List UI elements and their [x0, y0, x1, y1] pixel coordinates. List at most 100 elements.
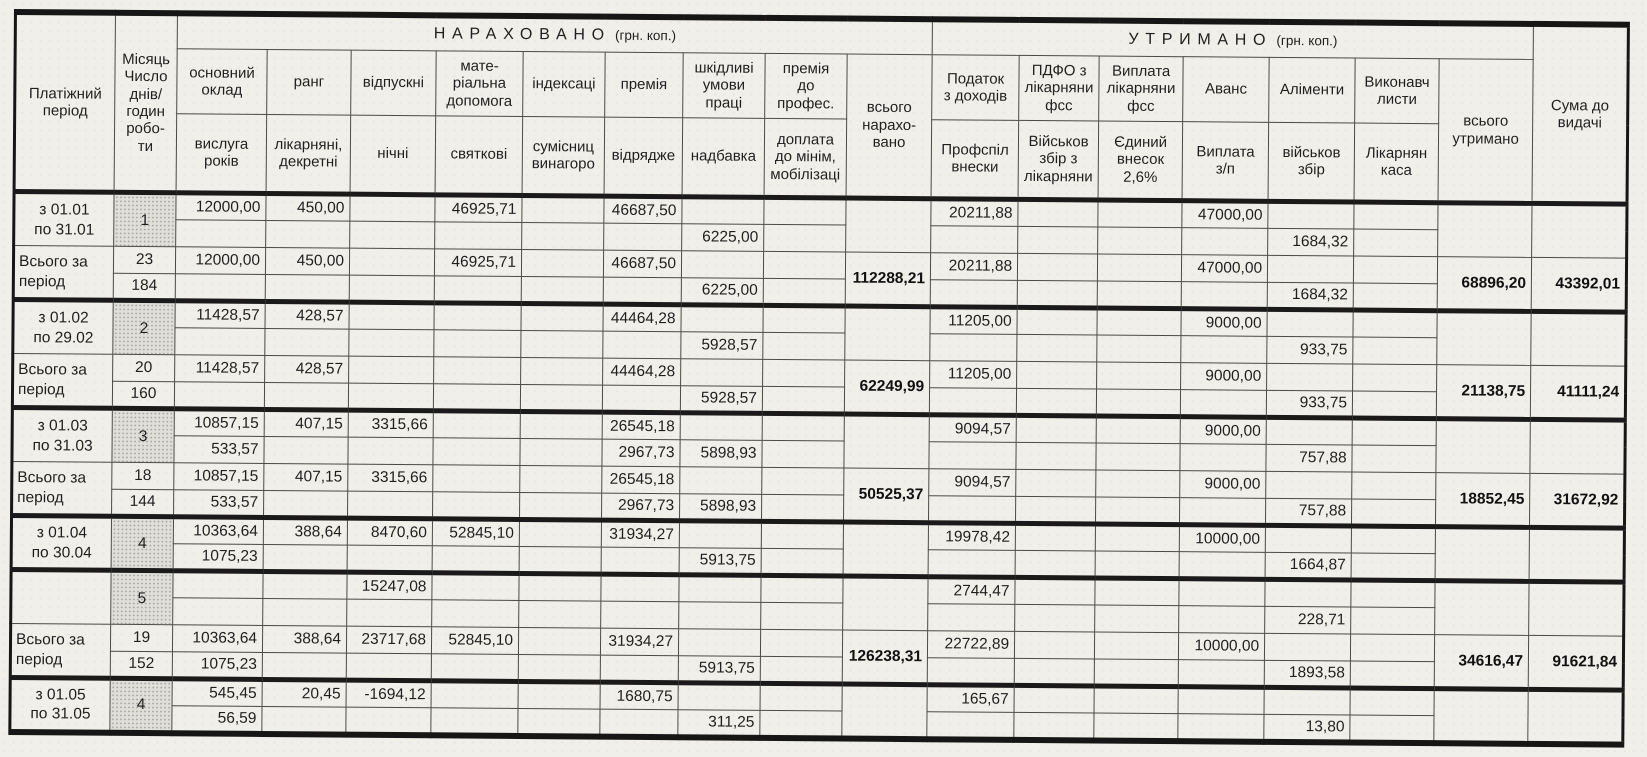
- value-cell: 9094,57: [928, 468, 1017, 497]
- value-cell: 533,57: [173, 435, 265, 464]
- value-cell: 9000,00: [1181, 308, 1268, 337]
- days-cell: 23: [113, 246, 176, 274]
- value-cell: 5913,75: [678, 655, 761, 684]
- value-cell: 11205,00: [929, 360, 1017, 389]
- value-cell: 407,15: [264, 409, 349, 438]
- value-cell: [1093, 713, 1179, 741]
- col-header-withheld-total: всього утримано: [1438, 58, 1534, 204]
- col-header-period: Платіжний період: [14, 12, 116, 193]
- withheld-total-cell: 21138,75: [1436, 364, 1531, 420]
- value-cell: [1264, 579, 1352, 608]
- value-cell: [520, 384, 603, 413]
- withheld-total-cell: 34616,47: [1434, 634, 1529, 690]
- value-cell: [519, 519, 602, 548]
- value-cell: [1266, 417, 1353, 446]
- accrued-total-cell: [841, 684, 928, 739]
- value-cell: [519, 546, 602, 575]
- value-cell: [763, 278, 846, 307]
- payout-cell: [1530, 311, 1627, 367]
- value-cell: [521, 195, 605, 224]
- col-header-alimony: Аліменти: [1268, 57, 1356, 124]
- value-cell: [347, 437, 434, 465]
- col-header-seniority: вислуга років: [176, 113, 267, 194]
- value-cell: 388,64: [263, 517, 348, 546]
- value-cell: [1267, 309, 1354, 338]
- value-cell: [762, 359, 845, 388]
- col-header-base-salary: основний оклад: [176, 48, 268, 115]
- value-cell: [928, 495, 1016, 524]
- period-cell: з 01.05 по 31.05: [9, 677, 111, 733]
- value-cell: 5928,57: [680, 331, 763, 360]
- value-cell: 10857,15: [173, 462, 264, 491]
- payroll-table: Платіжний період Місяць Число днів/ годи…: [8, 9, 1631, 748]
- value-cell: 3315,66: [347, 464, 433, 492]
- value-cell: [518, 573, 602, 602]
- col-header-accrued-total: всього нарахо- вано: [846, 54, 933, 199]
- col-header-material-aid: мате- ріальна допомога: [435, 50, 524, 117]
- accrued-total-cell: [843, 414, 930, 469]
- col-header-hospital-fund: Лікарнян каса: [1354, 123, 1439, 203]
- value-cell: [434, 275, 522, 304]
- value-cell: [1014, 631, 1095, 660]
- value-cell: [517, 708, 601, 737]
- value-cell: 10857,15: [174, 408, 265, 437]
- accrued-total-cell: 50525,37: [843, 468, 930, 523]
- value-cell: [927, 603, 1015, 632]
- value-cell: [762, 413, 845, 442]
- value-cell: [520, 411, 603, 440]
- value-cell: [1265, 471, 1353, 500]
- value-cell: [432, 464, 520, 493]
- value-cell: 44464,28: [602, 358, 681, 386]
- value-cell: [1016, 361, 1097, 390]
- value-cell: [1015, 550, 1096, 579]
- value-cell: [433, 383, 521, 412]
- value-cell: 450,00: [265, 193, 351, 222]
- value-cell: [1350, 661, 1435, 689]
- value-cell: 933,75: [1266, 390, 1353, 419]
- value-cell: [174, 327, 265, 356]
- hours-cell: 160: [112, 381, 175, 409]
- value-cell: [601, 547, 680, 575]
- total-label-cell: Всього за період: [11, 461, 112, 517]
- value-cell: [600, 601, 679, 629]
- value-cell: [1094, 578, 1180, 606]
- value-cell: [430, 707, 519, 736]
- value-cell: [1096, 389, 1181, 417]
- value-cell: [1352, 364, 1437, 392]
- value-cell: 46687,50: [603, 196, 683, 224]
- col-header-advance: Аванс: [1182, 56, 1270, 123]
- col-header-harmful-conditions: шкідливі умови праці: [682, 52, 766, 119]
- total-label-cell: Всього за період: [12, 353, 113, 409]
- value-cell: [1351, 499, 1436, 527]
- hours-cell: 152: [110, 651, 173, 679]
- value-cell: [521, 249, 604, 278]
- value-cell: [1097, 200, 1183, 228]
- value-cell: [928, 549, 1016, 578]
- col-header-sick-payment: Виплата лікарняни фсс: [1098, 56, 1184, 122]
- value-cell: [175, 219, 266, 248]
- value-cell: 46925,71: [434, 248, 522, 277]
- value-cell: [520, 303, 604, 332]
- payout-cell: 31672,92: [1529, 473, 1626, 529]
- value-cell: [763, 197, 847, 226]
- value-cell: 44464,28: [602, 304, 682, 332]
- value-cell: 5898,93: [679, 493, 762, 522]
- value-cell: [760, 629, 843, 658]
- col-header-union-dues: Профспіл внески: [931, 119, 1019, 200]
- value-cell: 6225,00: [681, 223, 764, 252]
- value-cell: 3315,66: [348, 410, 434, 438]
- value-cell: [1179, 497, 1266, 526]
- value-cell: [349, 248, 435, 276]
- value-cell: [349, 221, 435, 249]
- payout-cell: [1530, 419, 1626, 475]
- value-cell: 311,25: [677, 709, 761, 738]
- value-cell: [1350, 688, 1435, 716]
- value-cell: [1180, 443, 1267, 472]
- period-cell: з 01.04 по 30.04: [11, 515, 112, 571]
- value-cell: [518, 681, 601, 710]
- month-number-cell: 1: [113, 192, 177, 247]
- value-cell: [1352, 418, 1437, 446]
- value-cell: 15247,08: [346, 572, 433, 600]
- value-cell: 10000,00: [1178, 632, 1265, 661]
- value-cell: [1095, 524, 1180, 552]
